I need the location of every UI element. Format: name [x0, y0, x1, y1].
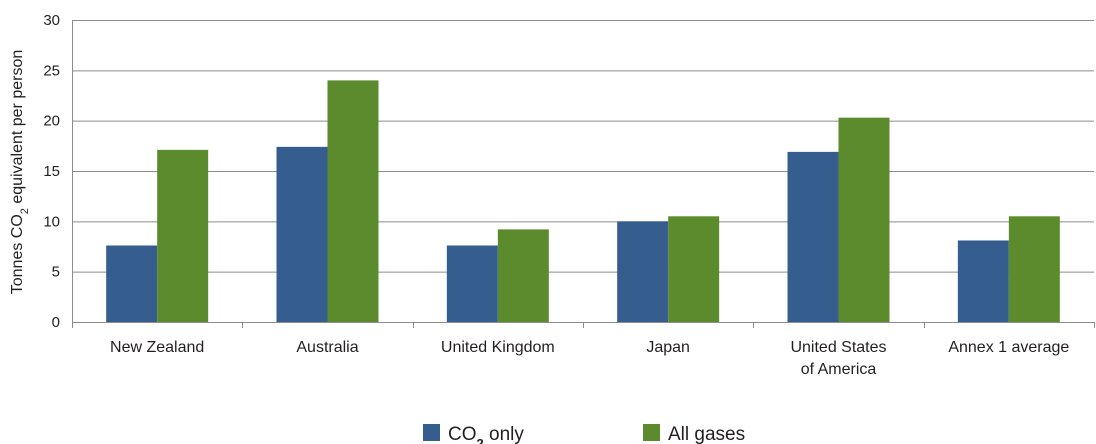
bar-all-gases: [1008, 216, 1060, 322]
x-category-label: Japan: [646, 339, 690, 356]
y-tick-label: 25: [43, 62, 60, 79]
x-category-label: United Kingdom: [441, 339, 555, 356]
legend: CO2 only All gases: [423, 424, 745, 444]
y-axis-title-post: equivalent per person: [9, 50, 26, 208]
bar-co2-only: [276, 146, 328, 322]
y-tick-label: 0: [52, 314, 60, 331]
bar-co2-only: [787, 151, 839, 322]
bar-co2-only: [106, 245, 158, 322]
legend-label-co2-only: CO2 only: [448, 424, 524, 444]
bar-co2-only: [446, 245, 498, 322]
axes: [72, 20, 1095, 328]
bar-all-gases: [497, 229, 549, 322]
bar-all-gases: [157, 149, 209, 322]
y-tick-labels: 0 5 10 15 20 25 30: [43, 12, 60, 331]
x-category-label: Australia: [296, 339, 358, 356]
y-tick-label: 20: [43, 113, 60, 130]
bars: [106, 80, 1060, 323]
y-tick-label: 30: [43, 12, 60, 29]
gridlines: [72, 20, 1094, 273]
y-axis-title-subscript: 2: [19, 208, 31, 214]
x-category-labels: New Zealand Australia United Kingdom Japan U…: [110, 339, 1069, 378]
y-tick-label: 5: [52, 264, 60, 281]
x-category-label: Annex 1 average: [948, 339, 1069, 356]
bar-co2-only: [617, 221, 669, 322]
x-category-label: United States of America: [790, 339, 886, 378]
legend-label-all-gases: All gases: [668, 424, 745, 444]
bar-all-gases: [668, 216, 720, 322]
legend-swatch-co2-only: [423, 424, 440, 441]
y-axis-title-pre: Tonnes CO: [9, 214, 26, 294]
y-axis-title: Tonnes CO2 equivalent per person: [9, 50, 31, 295]
x-category-label: New Zealand: [110, 339, 204, 356]
bar-all-gases: [838, 117, 890, 322]
y-tick-label: 10: [43, 213, 60, 230]
y-tick-label: 15: [43, 163, 60, 180]
bar-all-gases: [327, 80, 379, 323]
legend-swatch-all-gases: [643, 424, 660, 441]
bar-co2-only: [957, 240, 1009, 322]
